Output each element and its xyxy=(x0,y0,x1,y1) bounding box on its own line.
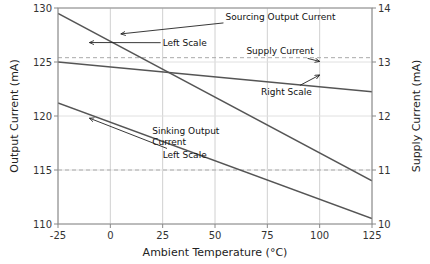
annotation: Left Scale xyxy=(89,118,207,160)
tick-x xyxy=(162,224,163,228)
annotations: Sourcing Output Current Left Scale Sinking… xyxy=(89,12,336,161)
grid-line-y xyxy=(58,116,372,117)
x-axis-label: Ambient Temperature (°C) xyxy=(143,246,288,259)
tick-x xyxy=(58,224,59,228)
tick-label-x: 75 xyxy=(261,230,274,241)
tick-label-y: 125 xyxy=(33,57,52,68)
tick-y xyxy=(54,62,58,63)
reference-line xyxy=(58,170,372,171)
annotation-text: Sinking OutputCurrent xyxy=(152,126,220,147)
y2-axis-label: Supply Current (mA) xyxy=(410,60,423,173)
tick-y xyxy=(54,116,58,117)
annotation-arrow xyxy=(121,23,224,34)
reference-line xyxy=(58,57,372,58)
tick-x xyxy=(319,224,320,228)
tick-label-x: 50 xyxy=(209,230,222,241)
tick-x xyxy=(267,224,268,228)
tick-label-y2: 10 xyxy=(378,219,391,230)
series-line xyxy=(58,62,372,92)
plot-frame xyxy=(58,8,372,224)
annotation: Right Scale xyxy=(261,75,320,97)
annotation: Sourcing Output Current xyxy=(121,12,336,34)
chart: -25 0 25 50 75 100 125 110 115 120 125 130 10 11 12 13 1… xyxy=(0,0,430,264)
tick-label-x: 0 xyxy=(107,230,113,241)
annotation: Left Scale xyxy=(89,38,207,48)
plot-area xyxy=(58,13,372,218)
tick-label-y: 115 xyxy=(33,165,52,176)
tick-label-y2: 13 xyxy=(378,57,391,68)
annotation-text: Sourcing Output Current xyxy=(225,12,336,22)
annotation-text: Left Scale xyxy=(163,38,207,48)
grid xyxy=(58,8,372,224)
tick-label-y: 120 xyxy=(33,111,52,122)
tick-x xyxy=(110,224,111,228)
tick-y xyxy=(54,224,58,225)
tick-x xyxy=(215,224,216,228)
tick-y xyxy=(54,8,58,9)
tick-label-x: 125 xyxy=(362,230,381,241)
grid-line-y xyxy=(58,62,372,63)
tick-label-y2: 11 xyxy=(378,165,391,176)
annotation-text: Left Scale xyxy=(163,150,207,160)
tick-label-x: 100 xyxy=(310,230,329,241)
tick-x xyxy=(372,224,373,228)
tick-label-y: 130 xyxy=(33,3,52,14)
annotation-arrow xyxy=(300,75,320,85)
tick-label-y: 110 xyxy=(33,219,52,230)
annotation-arrow xyxy=(308,58,320,61)
annotation-arrow xyxy=(89,42,160,43)
tick-y2 xyxy=(372,116,376,117)
series-line xyxy=(58,103,372,219)
axes: -25 0 25 50 75 100 125 110 115 120 125 130 10 11 12 13 1… xyxy=(33,3,391,242)
annotation: Sinking OutputCurrent xyxy=(152,126,220,147)
tick-label-y2: 12 xyxy=(378,111,391,122)
annotation-text: Supply Current xyxy=(246,46,314,56)
tick-y2 xyxy=(372,224,376,225)
tick-y2 xyxy=(372,8,376,9)
y-axis-label: Output Current (mA) xyxy=(8,59,21,172)
tick-y2 xyxy=(372,62,376,63)
annotation-arrow xyxy=(89,118,167,148)
annotation-text: Right Scale xyxy=(261,87,312,97)
grid-line-y xyxy=(58,170,372,171)
tick-label-x: -25 xyxy=(50,230,66,241)
annotation: Supply Current xyxy=(246,46,319,61)
tick-label-x: 25 xyxy=(156,230,169,241)
tick-y2 xyxy=(372,170,376,171)
series-line xyxy=(58,13,372,180)
tick-y xyxy=(54,170,58,171)
tick-label-y2: 14 xyxy=(378,3,391,14)
